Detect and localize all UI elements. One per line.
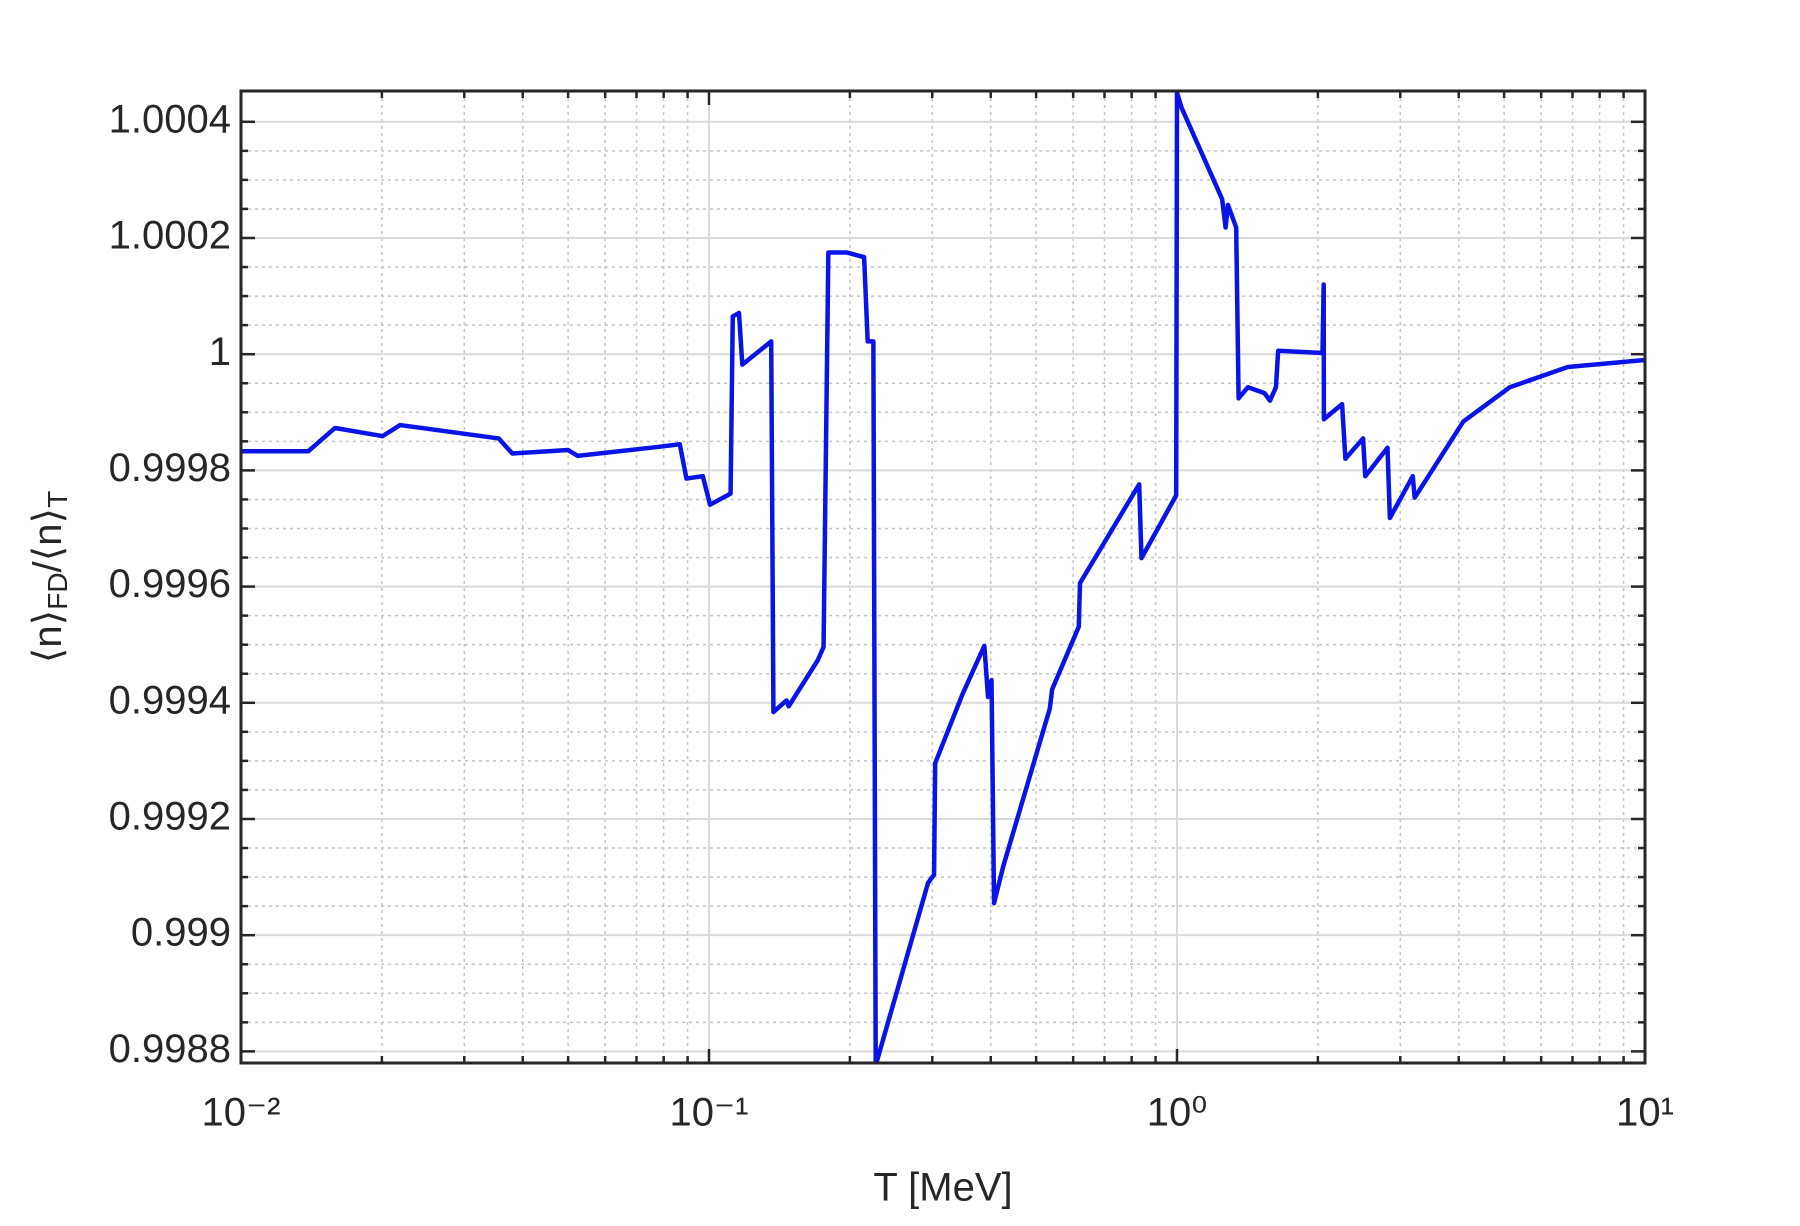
y-axis-label: ⟨n⟩FD/⟨n⟩T [26,491,74,663]
plot-frame [239,89,1647,1065]
y-axis-label-part: /⟨n⟩ [26,508,70,573]
y-axis-label-part: FD [42,572,73,609]
y-tick-label: 0.9998 [109,446,231,490]
y-tick-label: 0.9988 [109,1027,231,1071]
y-tick-label: 0.999 [131,911,231,955]
x-tick-label: 10¹ [1616,1091,1674,1135]
y-tick-label: 0.9992 [109,795,231,839]
y-tick-label: 1.0004 [109,97,231,141]
y-tick-label: 0.9996 [109,562,231,606]
y-tick-label: 1 [209,330,231,374]
y-tick-label: 1.0002 [109,214,231,258]
x-tick-label: 10⁰ [1147,1091,1208,1135]
y-axis-label-part: ⟨n⟩ [26,610,70,663]
x-axis-label: T [MeV] [873,1166,1012,1210]
y-axis-label-part: T [42,491,73,508]
x-tick-label: 10⁻¹ [670,1091,749,1135]
y-tick-label: 0.9994 [109,678,231,722]
x-tick-label: 10⁻² [202,1091,281,1135]
data-line [241,91,1645,1063]
